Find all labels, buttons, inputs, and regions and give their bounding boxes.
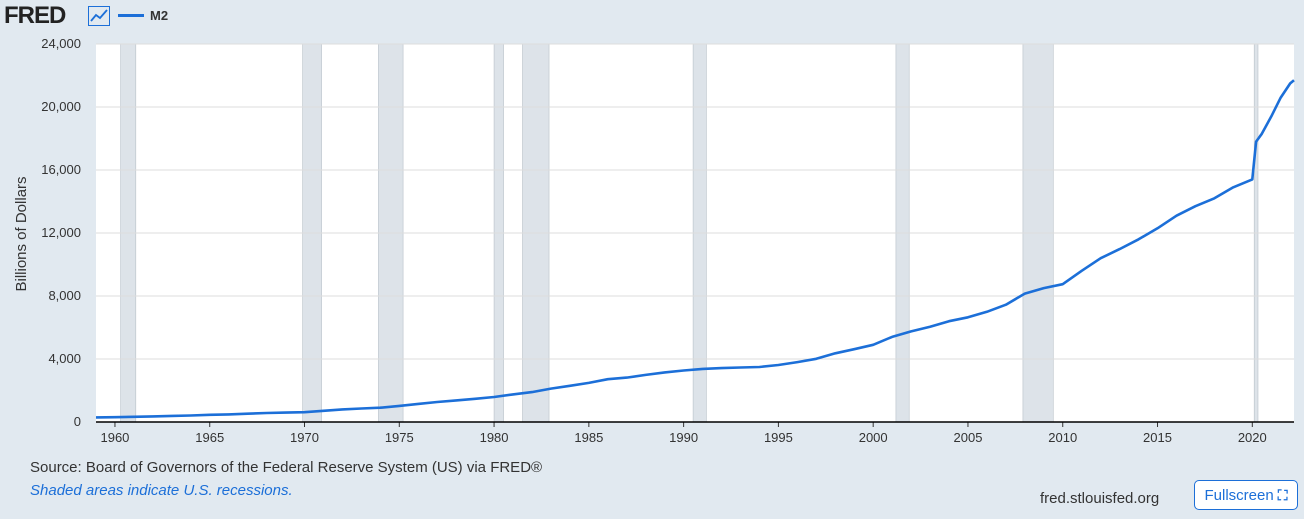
- legend-swatch: [118, 13, 144, 17]
- fullscreen-button[interactable]: Fullscreen ⛶: [1194, 480, 1298, 510]
- x-tick-label: 1965: [195, 430, 224, 445]
- y-tick-label: 0: [74, 414, 81, 429]
- y-tick-label: 12,000: [41, 225, 81, 240]
- y-tick-label: 8,000: [48, 288, 81, 303]
- x-tick-label: 1980: [480, 430, 509, 445]
- x-tick-label: 2005: [954, 430, 983, 445]
- fred-logo[interactable]: FRED: [4, 2, 66, 29]
- x-tick-label: 2000: [859, 430, 888, 445]
- x-tick-label: 1970: [290, 430, 319, 445]
- x-tick-label: 1995: [764, 430, 793, 445]
- y-axis-title: Billions of Dollars: [13, 176, 30, 291]
- fred-url[interactable]: fred.stlouisfed.org: [1040, 490, 1160, 507]
- y-tick-label: 4,000: [48, 351, 81, 366]
- x-tick-label: 2020: [1238, 430, 1267, 445]
- legend: M2: [118, 6, 168, 24]
- fullscreen-label: Fullscreen: [1204, 486, 1274, 504]
- series-line-m2: [95, 79, 1295, 419]
- line-chart-icon: [88, 6, 110, 26]
- x-tick-label: 1985: [574, 430, 603, 445]
- chart-header: FRED M2: [0, 0, 600, 30]
- legend-label: M2: [150, 7, 169, 23]
- x-tick-label: 2010: [1048, 430, 1077, 445]
- source-text: Source: Board of Governors of the Federa…: [30, 459, 543, 476]
- recession-note: Shaded areas indicate U.S. recessions.: [30, 482, 293, 499]
- expand-icon: ⛶: [1277, 486, 1288, 503]
- x-tick-label: 2015: [1143, 430, 1172, 445]
- x-tick-label: 1960: [100, 430, 129, 445]
- y-tick-label: 20,000: [41, 99, 81, 114]
- x-tick-label: 1975: [385, 430, 414, 445]
- y-tick-label: 24,000: [41, 36, 81, 51]
- x-tick-label: 1990: [669, 430, 698, 445]
- y-tick-label: 16,000: [41, 162, 81, 177]
